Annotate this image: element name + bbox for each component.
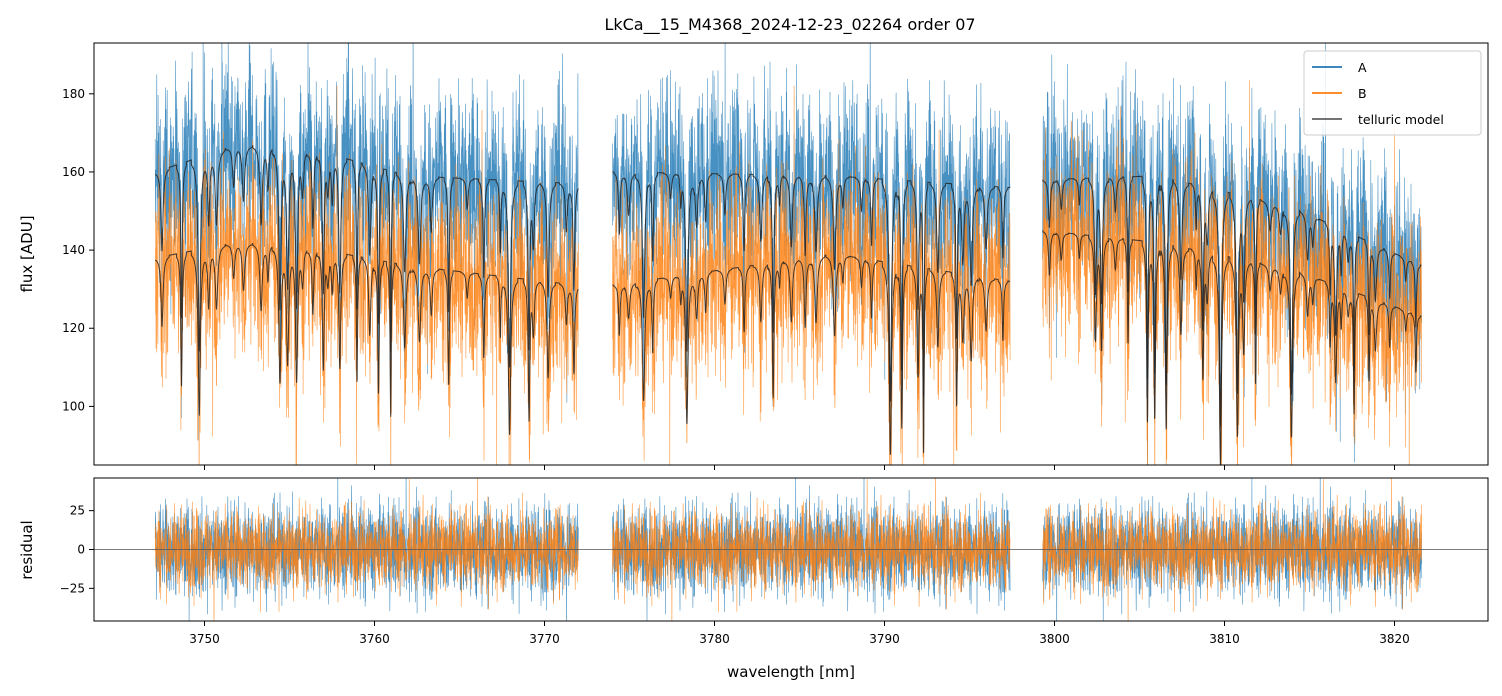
telluric-model-B-segment-1 xyxy=(154,243,579,435)
residual-series-B-segment-1 xyxy=(154,478,579,621)
x-tick-label: 3790 xyxy=(869,632,900,646)
flux-y-axis: 100 120 140 160 180 xyxy=(62,87,94,413)
telluric-model-A-segment-2 xyxy=(612,171,1011,402)
legend-frame xyxy=(1303,50,1482,136)
telluric-model-B-segment-2 xyxy=(612,254,1011,455)
x-axis-label: wavelength [nm] xyxy=(727,663,855,681)
residual-series-B-segment-2 xyxy=(612,478,1011,621)
x-tick-label: 3760 xyxy=(359,632,390,646)
flux-series-B-segment-3 xyxy=(1042,80,1422,465)
legend-label-A: A xyxy=(1358,60,1367,75)
x-tick-label: 3800 xyxy=(1039,632,1070,646)
flux-x-ticks xyxy=(204,465,1395,470)
x-tick-label: 3770 xyxy=(529,632,560,646)
x-tick-label: 3750 xyxy=(189,632,220,646)
residual-y-tick-label: 25 xyxy=(70,504,85,518)
x-tick-label: 3810 xyxy=(1209,632,1240,646)
flux-panel: 100 120 140 160 180 flux [ADU] A B telluric … xyxy=(18,42,1489,470)
residual-y-tick-label: −25 xyxy=(60,581,85,595)
flux-y-tick-label: 120 xyxy=(62,321,85,335)
flux-y-tick-label: 180 xyxy=(62,87,85,101)
residual-series-B-segment-3 xyxy=(1042,478,1422,621)
residual-y-label: residual xyxy=(18,520,36,579)
residual-plot-area xyxy=(94,478,1488,621)
x-tick-label: 3820 xyxy=(1379,632,1410,646)
telluric-model-B-segment-3 xyxy=(1042,230,1422,465)
legend: A B telluric model xyxy=(1303,50,1482,136)
flux-series-B-segment-2 xyxy=(612,85,1011,465)
residual-y-tick-label: 0 xyxy=(77,543,85,557)
legend-label-B: B xyxy=(1358,86,1367,101)
x-tick-label: 3780 xyxy=(699,632,730,646)
flux-y-label: flux [ADU] xyxy=(18,215,36,292)
flux-y-tick-label: 100 xyxy=(62,399,85,413)
flux-series-A-segment-2 xyxy=(612,43,1011,453)
telluric-model-A-segment-3 xyxy=(1042,175,1422,427)
flux-y-tick-label: 140 xyxy=(62,243,85,257)
flux-y-tick-label: 160 xyxy=(62,165,85,179)
legend-label-telluric-model: telluric model xyxy=(1358,112,1444,127)
flux-plot-area xyxy=(154,43,1422,465)
telluric-model-A-segment-1 xyxy=(155,145,579,368)
residual-y-axis: −25 0 25 xyxy=(60,504,94,595)
flux-panel-frame xyxy=(93,42,1489,466)
chart-title: LkCa__15_M4368_2024-12-23_02264 order 07 xyxy=(604,15,975,35)
residual-x-axis: 3750 3760 3770 3780 3790 3800 3810 3820 xyxy=(189,621,1410,646)
